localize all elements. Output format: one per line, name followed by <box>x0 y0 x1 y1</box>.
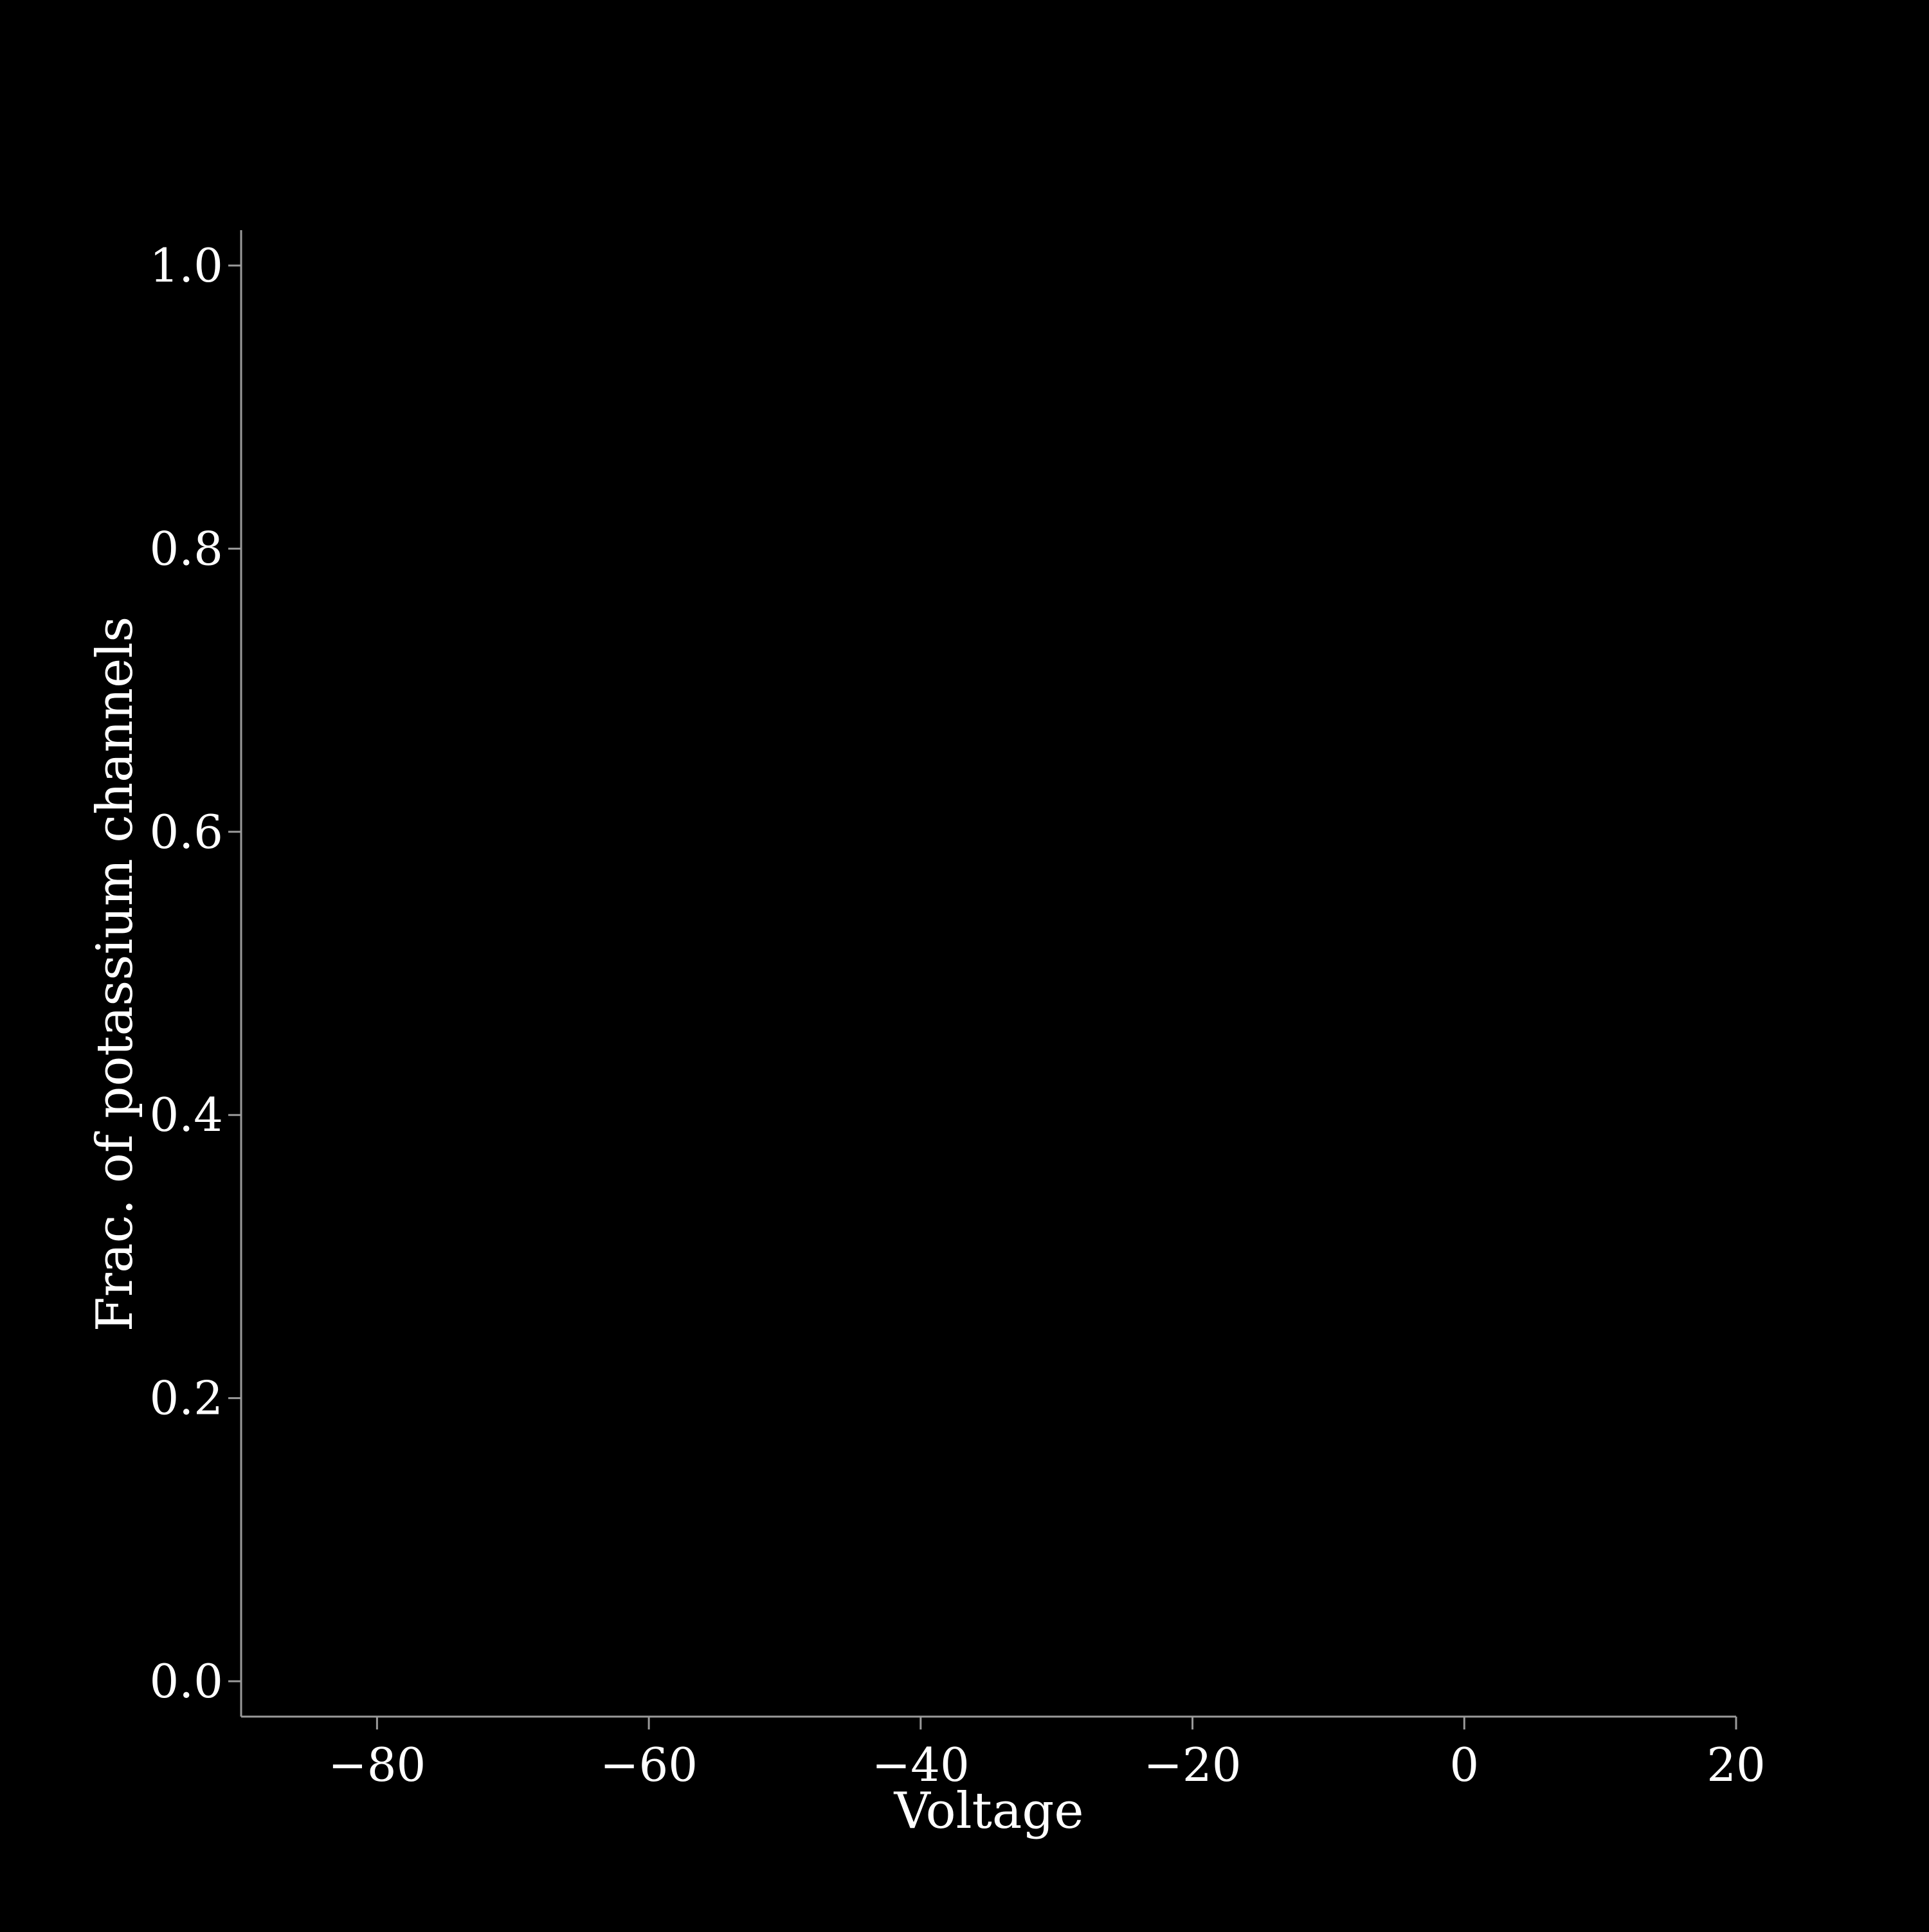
x-tick-label: 20 <box>1707 1738 1766 1792</box>
axes-group <box>240 230 1736 1718</box>
x-tick-label: 0 <box>1449 1738 1479 1792</box>
y-axis-label: Frac. of potassium channels <box>86 617 144 1332</box>
y-tick-label: 0.6 <box>149 805 223 859</box>
x-tick-label: −60 <box>600 1738 698 1792</box>
x-tick-label: −80 <box>328 1738 426 1792</box>
x-tick-label: −20 <box>1144 1738 1242 1792</box>
x-tick-label: −40 <box>872 1738 970 1792</box>
y-tick-label: 0.0 <box>149 1654 223 1708</box>
y-tick-label: 0.4 <box>149 1088 223 1142</box>
x-axis-label: Voltage <box>893 1782 1083 1840</box>
y-tick-label: 1.0 <box>149 239 223 293</box>
ticks-group: −80 −60 −40 −20 0 20 0.0 0.2 0.4 0.6 0.8 1.0 <box>149 239 1765 1792</box>
y-tick-label: 0.8 <box>149 521 223 575</box>
y-tick-label: 0.2 <box>149 1371 223 1425</box>
